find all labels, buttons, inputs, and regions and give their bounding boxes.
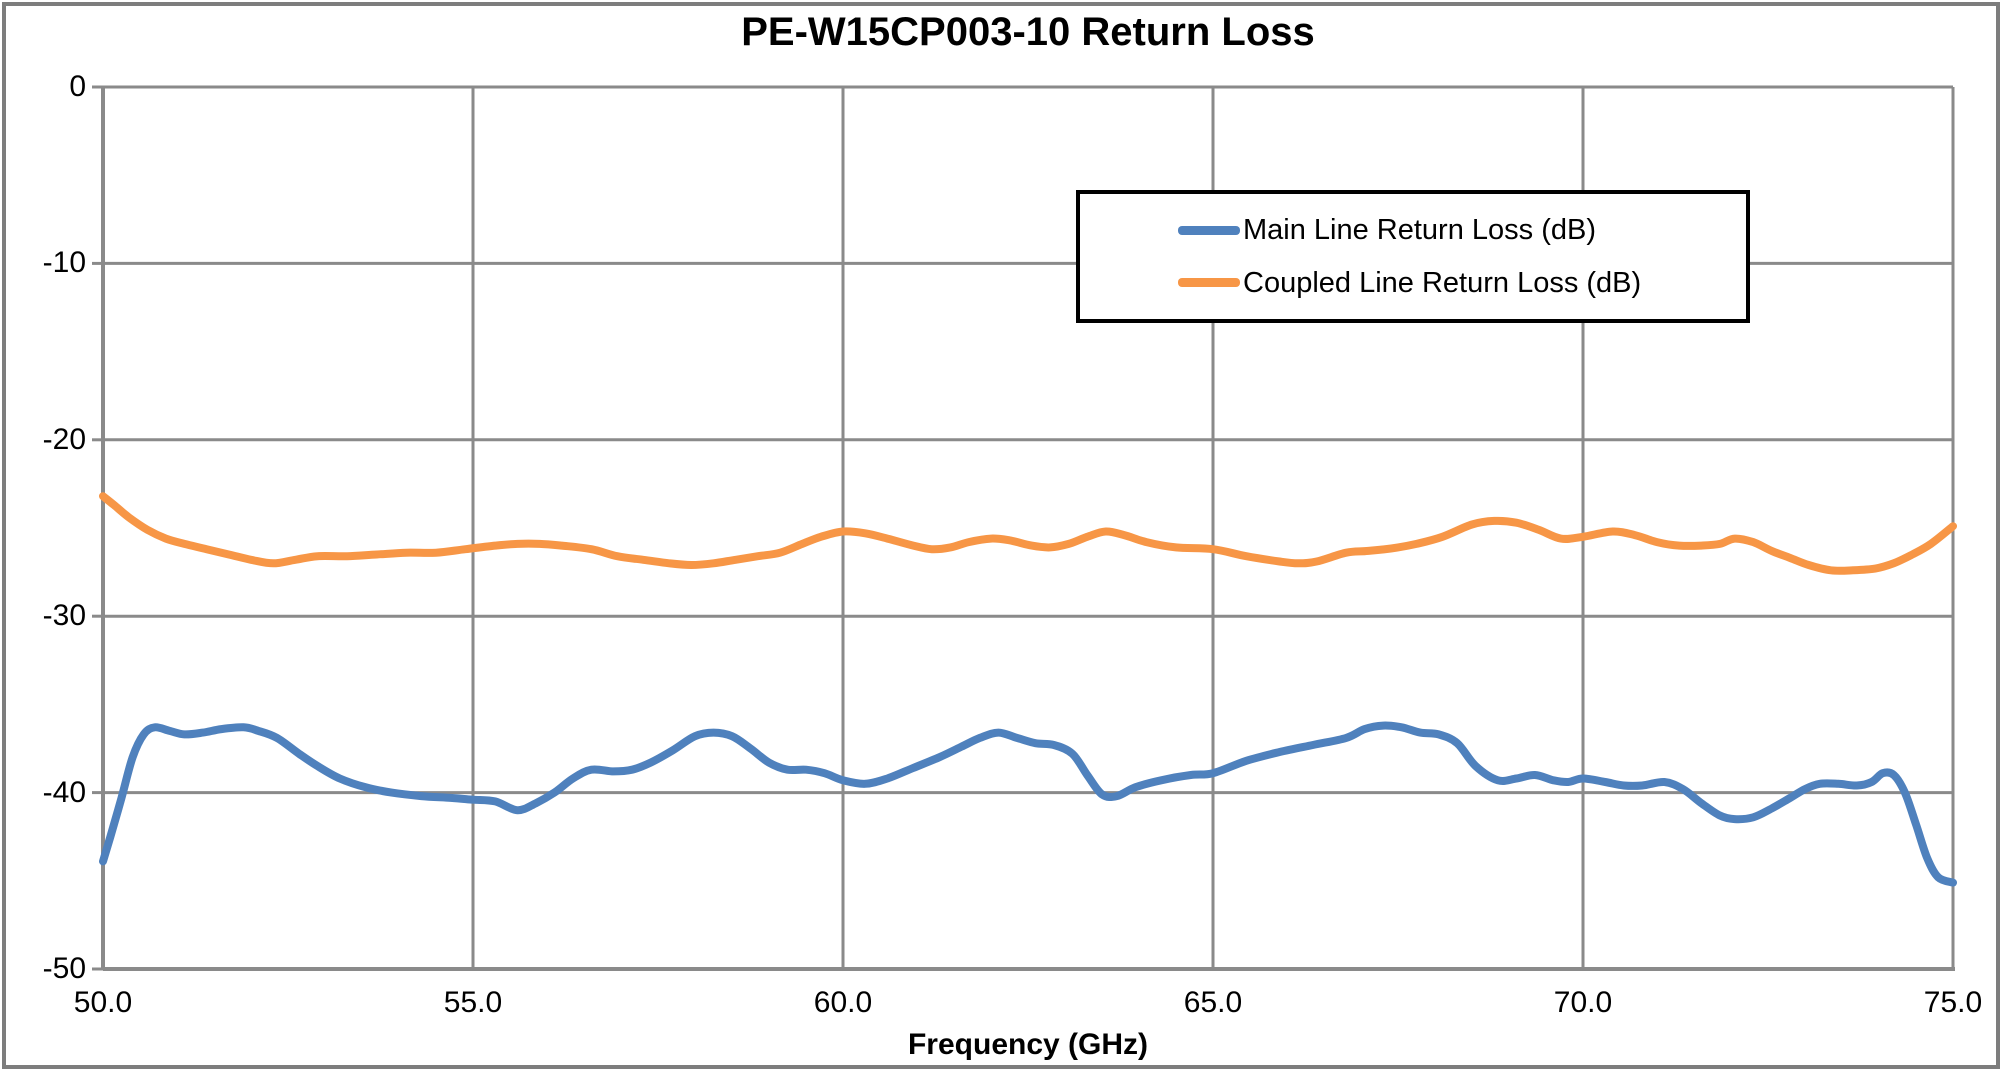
y-tick-label: -50: [42, 952, 86, 985]
y-tick-label: -20: [42, 422, 86, 456]
main-line-swatch-icon: [1178, 225, 1240, 235]
coupled-line-series: [99, 492, 1957, 575]
x-tick-label: 50.0: [73, 986, 133, 1019]
legend-label-coupled-line: Coupled Line Return Loss (dB): [1243, 266, 1642, 299]
coupled-line-swatch-icon: [1178, 278, 1240, 288]
legend-item-main-line: Main Line Return Loss (dB): [1178, 214, 1648, 246]
x-tick-label: 60.0: [813, 986, 873, 1019]
legend: Main Line Return Loss (dB) Coupled Line …: [1076, 190, 1750, 323]
x-axis-title: Frequency (GHz): [907, 1028, 1149, 1061]
y-tick-label: -30: [42, 599, 86, 633]
y-tick-label: -10: [42, 246, 86, 280]
main-line-series: [99, 721, 1957, 887]
x-tick-label: 65.0: [1183, 986, 1243, 1019]
x-tick-label: 70.0: [1553, 986, 1613, 1019]
legend-label-main-line: Main Line Return Loss (dB): [1243, 214, 1596, 247]
y-tick-label: -40: [42, 775, 86, 809]
x-tick-label: 75.0: [1923, 986, 1983, 1019]
y-tick-label: 0: [69, 70, 86, 103]
legend-item-coupled-line: Coupled Line Return Loss (dB): [1178, 267, 1648, 299]
chart-title: PE-W15CP003-10 Return Loss: [741, 10, 1315, 54]
x-tick-label: 55.0: [443, 986, 503, 1019]
